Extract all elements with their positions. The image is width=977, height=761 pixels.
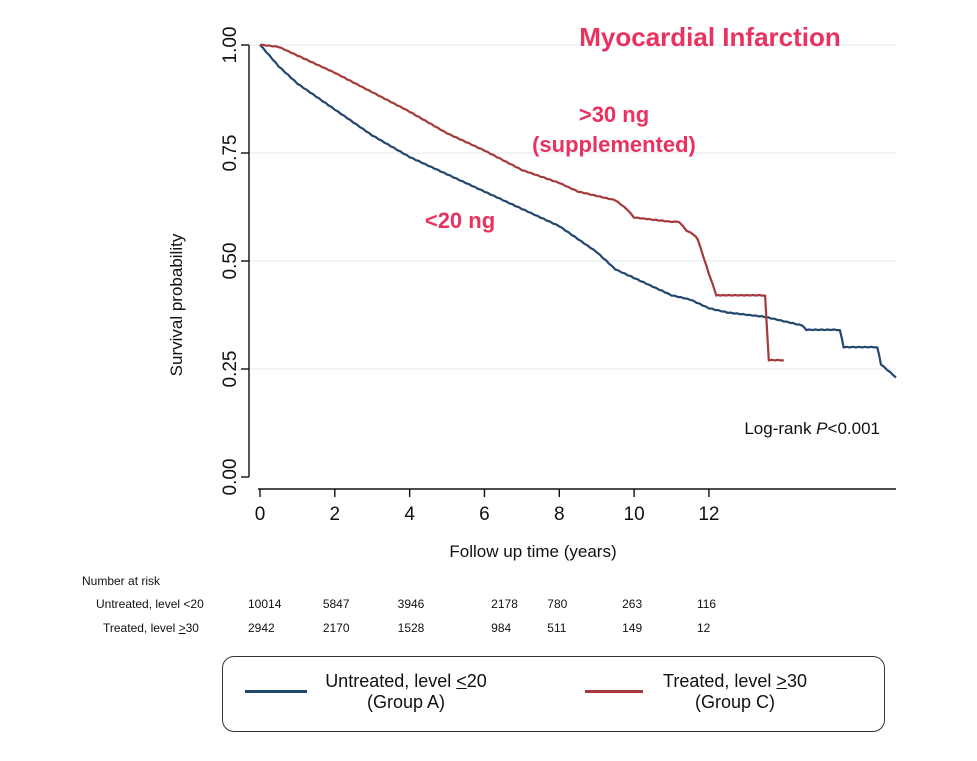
- risk-value-treated: 2942: [248, 621, 275, 635]
- legend-label-untreated: Untreated, level <20 (Group A): [321, 671, 491, 713]
- risk-value-untreated: 2178: [491, 597, 518, 611]
- legend-label-treated-prefix: Treated, level: [663, 671, 777, 691]
- y-tick-label: 0.50: [220, 243, 241, 280]
- survival-chart: 0.00 0.25 0.50 0.75 1.00 0 2 4 6 8 10 12 Myocardial…: [167, 22, 897, 561]
- y-axis-label: Survival probability: [167, 233, 186, 376]
- y-tick-label: 1.00: [220, 27, 241, 64]
- series-line-untreated: [259, 44, 897, 379]
- annotation-blue: <20 ng: [425, 208, 495, 233]
- y-tick-label: 0.00: [220, 459, 241, 496]
- x-tick-label: 12: [698, 504, 719, 525]
- axes: 0.00 0.25 0.50 0.75 1.00 0 2 4 6 8 10 12: [220, 27, 896, 525]
- risk-value-treated: 1528: [397, 621, 425, 635]
- logrank-annotation: Log-rank P<0.001: [744, 419, 880, 438]
- y-tick-label: 0.75: [220, 135, 241, 172]
- x-tick-label: 10: [624, 504, 645, 525]
- risk-value-treated: 2170: [322, 621, 350, 635]
- legend-group-treated: (Group C): [694, 692, 775, 712]
- legend-label-untreated-suffix: 20: [466, 671, 487, 691]
- risk-value-treated: 149: [622, 621, 643, 635]
- risk-label-prefix: Treated, level: [103, 621, 179, 635]
- legend-label-treated: Treated, level >30 (Group C): [655, 671, 815, 713]
- x-tick-label: 6: [479, 504, 490, 525]
- series-group: [259, 43, 897, 379]
- risk-value-treated: 511: [547, 621, 567, 635]
- risk-value-untreated: 780: [547, 597, 568, 611]
- risk-value-untreated: 116: [696, 597, 717, 611]
- legend-line-untreated: [245, 690, 307, 693]
- legend-label-untreated-underlined: <: [456, 671, 467, 691]
- legend-group-untreated: (Group A): [366, 692, 446, 712]
- risk-row-label-untreated: Untreated, level <20: [96, 597, 204, 611]
- logrank-prefix: Log-rank: [744, 419, 816, 438]
- risk-value-untreated: 5847: [322, 597, 350, 611]
- x-axis-label: Follow up time (years): [449, 542, 616, 561]
- legend: Untreated, level <20 (Group A) Treated, …: [222, 656, 885, 732]
- risk-row-label-treated: Treated, level >30: [103, 621, 199, 635]
- risk-value-treated: 12: [696, 621, 711, 635]
- logrank-suffix: <0.001: [828, 419, 880, 438]
- logrank-p: P: [816, 419, 828, 438]
- risk-value-treated: 984: [491, 621, 512, 635]
- chart-title: Myocardial Infarction: [579, 22, 841, 52]
- x-tick-label: 2: [330, 504, 341, 525]
- risk-value-untreated: 263: [622, 597, 643, 611]
- gridlines: [246, 44, 896, 370]
- annotation-red-line2: (supplemented): [532, 132, 696, 157]
- legend-label-treated-suffix: 30: [786, 671, 807, 691]
- risk-table-title: Number at risk: [82, 574, 161, 588]
- risk-value-untreated: 3946: [397, 597, 425, 611]
- x-tick-label: 8: [554, 504, 565, 525]
- legend-label-treated-underlined: >: [776, 671, 787, 691]
- series-line-treated: [259, 43, 784, 362]
- annotation-red-line1: >30 ng: [579, 102, 649, 127]
- risk-label-suffix: 30: [185, 621, 199, 635]
- legend-label-untreated-prefix: Untreated, level: [325, 671, 457, 691]
- risk-value-untreated: 10014: [248, 597, 282, 611]
- y-tick-label: 0.25: [220, 351, 241, 388]
- risk-label-underlined: >: [178, 621, 186, 635]
- legend-line-treated: [585, 690, 643, 693]
- x-tick-label: 0: [255, 504, 266, 525]
- x-tick-label: 4: [404, 504, 415, 525]
